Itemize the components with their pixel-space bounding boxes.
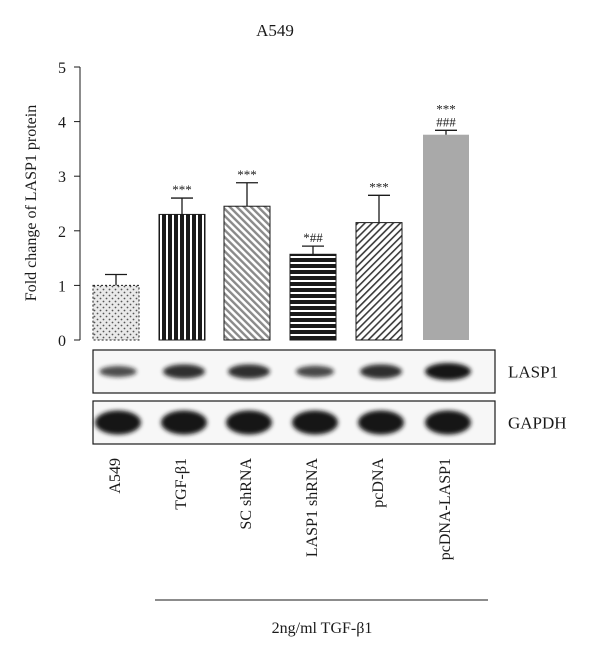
blot-panel-lasp1: LASP1 (92, 349, 558, 394)
blot-band (99, 366, 137, 377)
y-tick-label: 4 (58, 115, 66, 132)
chart-title: A549 (256, 21, 294, 40)
bar-pcdna-lasp1 (423, 134, 469, 340)
blot-label: GAPDH (508, 414, 567, 433)
x-tick-label: A549 (107, 458, 124, 494)
x-tick-label: pcDNA-LASP1 (437, 458, 454, 560)
blot-band (292, 410, 338, 435)
blot-band (163, 364, 205, 379)
blot-band (358, 410, 404, 435)
bar-lasp1-shrna (289, 253, 337, 341)
blot-band (95, 410, 141, 435)
blot-band (360, 364, 402, 379)
blot-band (425, 363, 471, 380)
significance-marker: *** (436, 101, 456, 116)
blot-band (425, 410, 471, 435)
treatment-label: 2ng/ml TGF-β1 (272, 620, 373, 637)
x-tick-label: SC shRNA (238, 458, 255, 530)
bar-a549 (92, 284, 140, 341)
significance-marker: *** (369, 179, 389, 194)
blot-label: LASP1 (508, 363, 558, 382)
blot-band (161, 410, 207, 435)
bar-sc-shrna (223, 205, 271, 341)
significance-marker: ### (436, 114, 456, 129)
bars: *******##******### (92, 101, 469, 341)
y-tick-label: 5 (58, 60, 66, 77)
bar-pcdna (355, 222, 403, 341)
y-axis: 0 1 2 3 4 5 (58, 60, 81, 350)
x-tick-label: LASP1 shRNA (304, 458, 321, 558)
y-tick-label: 1 (58, 278, 66, 295)
blot-band (226, 410, 272, 435)
y-tick-label: 0 (58, 333, 66, 350)
blot-band (228, 364, 270, 379)
western-blots: LASP1 GAPDH (92, 349, 567, 445)
y-axis-label: Fold change of LASP1 protein (23, 105, 40, 301)
x-tick-label: pcDNA (370, 458, 387, 508)
x-tick-label: TGF-β1 (173, 458, 190, 510)
x-axis-labels: A549 TGF-β1 SC shRNA LASP1 shRNA pcDNA pcDNA-… (107, 458, 454, 561)
significance-marker: *** (172, 182, 192, 197)
bar-tgf-1 (158, 213, 206, 341)
y-tick-label: 2 (58, 224, 66, 241)
blot-panel-gapdh: GAPDH (92, 400, 567, 445)
significance-marker: *## (303, 230, 323, 245)
y-tick-label: 3 (58, 169, 66, 186)
blot-band (296, 365, 334, 378)
significance-marker: *** (237, 167, 257, 182)
